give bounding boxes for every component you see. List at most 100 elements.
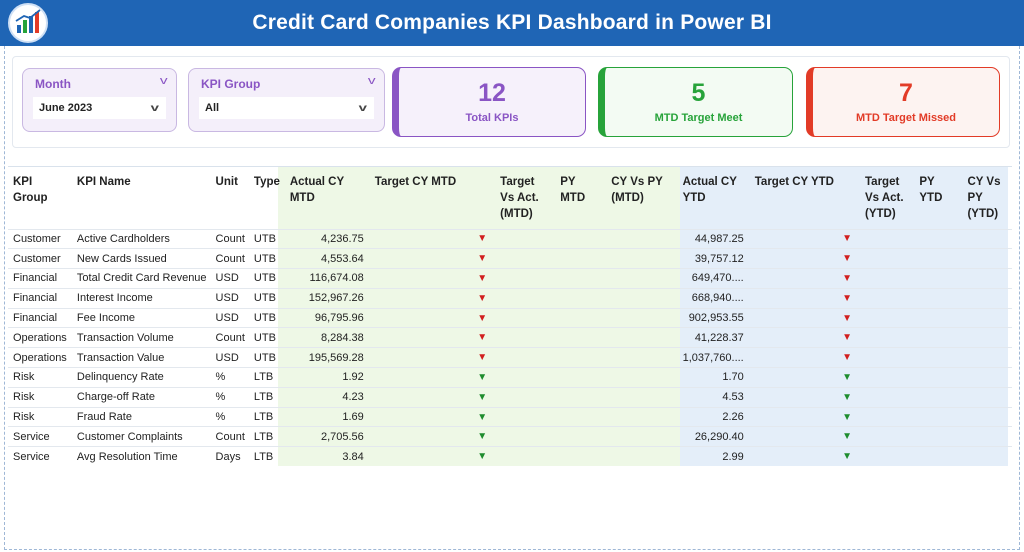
col-header-cy-vs-py-mtd[interactable]: CY Vs PY (MTD) — [611, 176, 663, 204]
cell-target-vs-act-ytd — [860, 347, 915, 368]
cell-cy-vs-py-ytd — [962, 347, 1012, 368]
green-down-triangle-icon: ▼ — [477, 371, 488, 383]
cell-cy-vs-py-ytd — [962, 406, 1012, 427]
chevron-down-icon[interactable]: v — [367, 75, 376, 87]
total-kpis-card: 12 Total KPIs — [392, 67, 586, 137]
cell-kpi-name: Avg Resolution Time — [71, 446, 211, 467]
cell-target-cy-mtd: ▼ — [369, 406, 496, 427]
table-row[interactable]: Customer New Cards Issued Count UTB 4,553.64… — [8, 248, 1012, 269]
total-kpis-value: 12 — [478, 78, 506, 107]
col-header-actual-cy-mtd[interactable]: Actual CY MTD — [289, 176, 344, 204]
col-header-type[interactable]: Type — [253, 176, 280, 188]
cell-actual-cy-ytd: 1,037,760.... — [677, 347, 750, 368]
col-header-actual-cy-ytd[interactable]: Actual CY YTD — [682, 176, 737, 204]
cell-target-vs-act-ytd — [860, 307, 915, 328]
col-header-target-vs-act-mtd[interactable]: Target Vs Act. (MTD) — [500, 176, 539, 220]
chevron-down-icon[interactable]: v — [359, 102, 368, 114]
cell-py-ytd — [914, 307, 963, 328]
col-header-target-cy-ytd[interactable]: Target CY YTD — [754, 176, 834, 188]
cell-target-vs-act-mtd — [495, 446, 556, 467]
mtd-target-missed-card: 7 MTD Target Missed — [806, 67, 1000, 137]
cell-py-ytd — [914, 327, 963, 348]
cell-cy-vs-py-ytd — [962, 446, 1012, 467]
table-row[interactable]: Financial Total Credit Card Revenue USD UTB… — [8, 268, 1012, 289]
page-title: Credit Card Companies KPI Dashboard in P… — [252, 11, 772, 34]
chevron-down-icon[interactable]: v — [159, 75, 168, 87]
cell-cy-vs-py-ytd — [962, 327, 1012, 348]
red-down-triangle-icon: ▼ — [477, 312, 488, 324]
red-down-triangle-icon: ▼ — [477, 233, 488, 245]
cell-actual-cy-mtd: 1.69 — [284, 406, 370, 427]
cell-py-ytd — [914, 268, 963, 289]
dashboard-header: Credit Card Companies KPI Dashboard in P… — [0, 0, 1024, 46]
cell-py-mtd — [555, 287, 607, 309]
cell-target-cy-mtd: ▼ — [369, 307, 496, 328]
chevron-down-icon[interactable]: v — [151, 102, 160, 114]
table-row[interactable]: Risk Charge-off Rate% LTB 4.23 ▼ 4.53 ▼ — [8, 386, 1012, 408]
cell-type: LTB — [248, 386, 285, 408]
cell-target-vs-act-mtd — [495, 287, 556, 309]
cell-type: LTB — [248, 426, 285, 447]
col-header-cy-vs-py-ytd[interactable]: CY Vs PY (YTD) — [967, 176, 1001, 220]
red-down-triangle-icon: ▼ — [477, 332, 488, 344]
table-row[interactable]: Service Avg Resolution Time Days LTB 3.84 ▼ 2.… — [8, 446, 1012, 467]
cell-kpi-name: Fee Income — [71, 307, 211, 328]
cell-target-vs-act-mtd — [495, 307, 556, 328]
cell-cy-vs-py-mtd — [606, 327, 678, 348]
cell-actual-cy-mtd: 152,967.26 — [284, 287, 370, 309]
cell-kpi-name: Charge-off Rate — [71, 386, 211, 408]
cell-py-mtd — [555, 248, 607, 269]
cell-kpi-group: Customer — [8, 228, 72, 249]
col-header-py-mtd[interactable]: PY MTD — [560, 176, 586, 204]
green-down-triangle-icon: ▼ — [477, 411, 488, 423]
table-row[interactable]: Customer Active Cardholders Count UTB 4,236.… — [8, 228, 1012, 249]
cell-py-ytd — [914, 287, 963, 309]
table-row[interactable]: Financial Interest Income USD UTB 152,967.26… — [8, 287, 1012, 309]
cell-actual-cy-mtd: 116,674.08 — [284, 268, 370, 289]
cell-py-ytd — [914, 426, 963, 447]
cell-actual-cy-ytd: 26,290.40 — [677, 426, 750, 447]
cell-cy-vs-py-mtd — [606, 347, 678, 368]
cell-py-mtd — [555, 228, 607, 249]
cell-kpi-name: Interest Income — [71, 287, 211, 309]
table-row[interactable]: Financial Fee Income USD UTB 96,795.96 ▼ 902,9… — [8, 307, 1012, 328]
kpi-group-slicer[interactable]: KPI Group v All v — [188, 68, 385, 132]
month-dropdown[interactable]: June 2023 v — [33, 97, 166, 119]
col-header-kpi-name[interactable]: KPI Name — [76, 176, 131, 188]
cell-unit: Count — [210, 327, 249, 348]
cell-type: LTB — [248, 367, 285, 388]
cell-target-cy-ytd: ▼ — [749, 446, 860, 467]
table-header-row: KPI Group KPI Name Unit Type Actual CY M… — [8, 167, 1012, 229]
cell-cy-vs-py-ytd — [962, 287, 1012, 309]
cell-unit: USD — [210, 347, 249, 368]
col-header-target-vs-act-ytd[interactable]: Target Vs Act. (YTD) — [865, 176, 904, 220]
table-row[interactable]: Risk Delinquency Rate% LTB 1.92 ▼ 1.70 ▼ — [8, 367, 1012, 388]
cell-type: UTB — [248, 268, 285, 289]
cell-actual-cy-mtd: 2,705.56 — [284, 426, 370, 447]
cell-cy-vs-py-mtd — [606, 248, 678, 269]
month-slicer[interactable]: Month v June 2023 v — [22, 68, 177, 132]
col-header-kpi-group[interactable]: KPI Group — [13, 176, 48, 204]
cell-py-ytd — [914, 228, 963, 249]
total-kpis-label: Total KPIs — [465, 111, 519, 124]
col-header-unit[interactable]: Unit — [215, 176, 238, 188]
cell-cy-vs-py-mtd — [606, 426, 678, 447]
cell-target-vs-act-ytd — [860, 287, 915, 309]
kpi-group-dropdown[interactable]: All v — [199, 97, 374, 119]
cell-kpi-name: New Cards Issued — [71, 248, 211, 269]
table-row[interactable]: Operations Transaction Value USD UTB 195,569… — [8, 347, 1012, 368]
table-row[interactable]: Operations Transaction Volume Count UTB 8,28… — [8, 327, 1012, 348]
col-header-target-cy-mtd[interactable]: Target CY MTD — [374, 176, 457, 188]
cell-target-cy-ytd: ▼ — [749, 268, 860, 289]
mtd-target-meet-card: 5 MTD Target Meet — [598, 67, 793, 137]
col-header-py-ytd[interactable]: PY YTD — [919, 176, 943, 204]
cell-unit: Count — [210, 248, 249, 269]
table-row[interactable]: Risk Fraud Rate% LTB 1.69 ▼ 2.26 ▼ — [8, 406, 1012, 427]
cell-actual-cy-ytd: 44,987.25 — [677, 228, 750, 249]
cell-unit: % — [210, 367, 249, 388]
cell-target-cy-ytd: ▼ — [749, 367, 860, 388]
kpi-table-grid: KPI Group KPI Name Unit Type Actual CY M… — [8, 167, 1012, 467]
cell-py-ytd — [914, 248, 963, 269]
cell-unit: Count — [210, 228, 249, 249]
table-row[interactable]: Service Customer Complaints Count LTB 2,705.… — [8, 426, 1012, 447]
